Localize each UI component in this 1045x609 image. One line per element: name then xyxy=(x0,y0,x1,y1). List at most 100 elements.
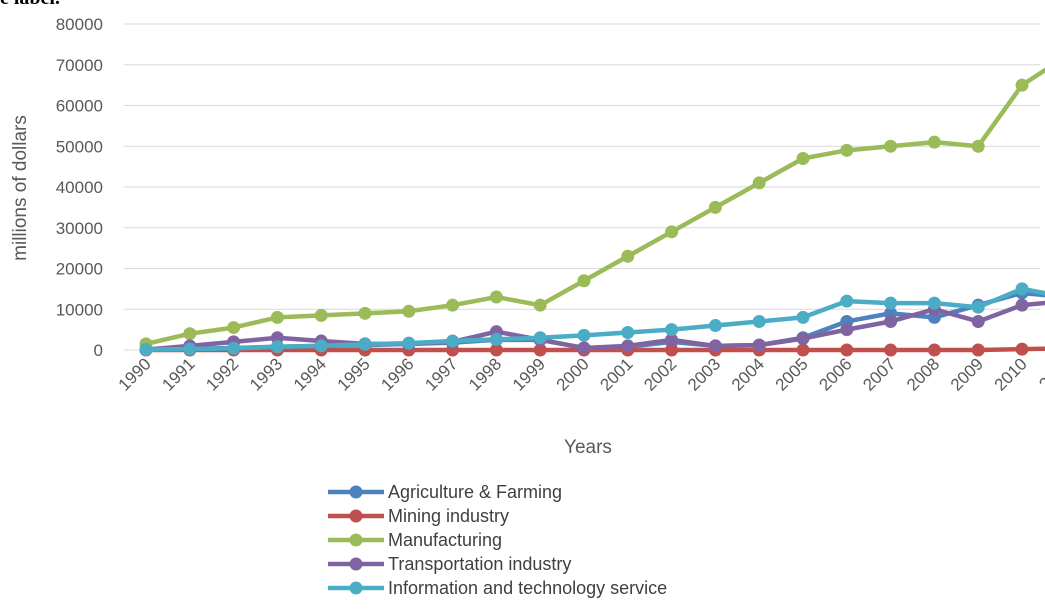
legend-label: Transportation industry xyxy=(388,554,571,574)
data-point xyxy=(1015,342,1029,356)
data-point xyxy=(971,300,985,314)
series-line xyxy=(145,67,1045,347)
y-tick-label: 70000 xyxy=(56,56,103,75)
legend-item: Information and technology service xyxy=(328,578,667,598)
x-axis-tick-labels: 1990 1991 1992 1993 1994 1995 1996 1997 1998 1999… xyxy=(115,354,1045,394)
y-axis-title: millions of dollars xyxy=(10,115,31,261)
data-point xyxy=(796,151,810,165)
data-point xyxy=(358,306,372,320)
x-tick-label: 1998 xyxy=(465,354,505,394)
x-tick-label: 1999 xyxy=(509,354,549,394)
data-point xyxy=(621,249,635,263)
legend-marker xyxy=(349,509,363,523)
data-point xyxy=(446,298,460,312)
data-point xyxy=(971,343,985,357)
data-point xyxy=(665,343,679,357)
data-point xyxy=(884,139,898,153)
data-point xyxy=(796,343,810,357)
x-tick-label: 2009 xyxy=(947,354,987,394)
x-tick-label: 1993 xyxy=(246,354,286,394)
legend-marker xyxy=(349,533,363,547)
data-point xyxy=(402,336,416,350)
data-point xyxy=(665,333,679,347)
data-point xyxy=(665,323,679,337)
data-point xyxy=(884,296,898,310)
series-lines xyxy=(139,67,1045,357)
data-point xyxy=(840,143,854,157)
data-point xyxy=(533,343,547,357)
data-point xyxy=(489,332,503,346)
data-point xyxy=(183,327,197,341)
y-tick-label: 50000 xyxy=(56,137,103,156)
data-point xyxy=(402,304,416,318)
data-point xyxy=(971,314,985,328)
y-tick-label: 30000 xyxy=(56,219,103,238)
legend-item: Transportation industry xyxy=(328,554,571,574)
x-tick-label: 2000 xyxy=(553,354,593,394)
data-point xyxy=(621,339,635,353)
y-tick-label: 80000 xyxy=(56,15,103,34)
data-point xyxy=(358,337,372,351)
data-point xyxy=(927,343,941,357)
x-tick-label: 1996 xyxy=(377,354,417,394)
data-point xyxy=(796,310,810,324)
x-tick-label: 2005 xyxy=(772,354,812,394)
x-tick-label: 2004 xyxy=(728,354,768,394)
data-point xyxy=(927,135,941,149)
x-tick-label: 2008 xyxy=(903,354,943,394)
data-point xyxy=(533,298,547,312)
data-point xyxy=(840,343,854,357)
data-point xyxy=(665,225,679,239)
x-tick-label: 2007 xyxy=(859,354,899,394)
data-point xyxy=(270,331,284,345)
legend: Agriculture & Farming Mining industry Manu… xyxy=(328,482,667,598)
data-point xyxy=(139,343,153,357)
legend-marker xyxy=(349,581,363,595)
x-tick-label: 2003 xyxy=(684,354,724,394)
data-point xyxy=(577,328,591,342)
x-tick-label: 2002 xyxy=(640,354,680,394)
data-point xyxy=(752,338,766,352)
series-4 xyxy=(139,282,1045,357)
data-point xyxy=(1015,78,1029,92)
data-point xyxy=(840,294,854,308)
data-point xyxy=(1015,282,1029,296)
data-point xyxy=(708,339,722,353)
data-point xyxy=(884,314,898,328)
y-tick-label: 10000 xyxy=(56,300,103,319)
legend-item: Mining industry xyxy=(328,506,509,526)
x-tick-label: 2011 xyxy=(1035,354,1045,393)
data-point xyxy=(577,341,591,355)
x-tick-label: 1994 xyxy=(290,354,330,394)
data-point xyxy=(270,340,284,354)
legend-label: Information and technology service xyxy=(388,578,667,598)
x-tick-label: 2010 xyxy=(991,354,1031,394)
legend-label: Manufacturing xyxy=(388,530,502,550)
legend-label: Agriculture & Farming xyxy=(388,482,562,502)
data-point xyxy=(489,290,503,304)
data-point xyxy=(446,334,460,348)
legend-marker xyxy=(349,557,363,571)
data-point xyxy=(227,321,241,335)
x-tick-label: 2006 xyxy=(815,354,855,394)
data-point xyxy=(708,200,722,214)
legend-marker xyxy=(349,485,363,499)
y-axis-tick-labels: 0 10000 20000 30000 40000 50000 60000 70000 8000… xyxy=(56,15,103,360)
x-tick-label: 1990 xyxy=(115,354,155,394)
data-point xyxy=(1015,298,1029,312)
legend-item: Agriculture & Farming xyxy=(328,482,562,502)
data-point xyxy=(270,310,284,324)
data-point xyxy=(752,314,766,328)
data-point xyxy=(840,323,854,337)
x-tick-label: 1991 xyxy=(158,354,198,394)
x-axis-title: Years xyxy=(564,437,612,458)
y-tick-label: 40000 xyxy=(56,178,103,197)
x-tick-label: 1995 xyxy=(334,354,374,394)
data-point xyxy=(884,343,898,357)
y-tick-label: 0 xyxy=(94,341,103,360)
top-text-fragment: e label. xyxy=(0,0,60,10)
x-tick-label: 1997 xyxy=(421,354,461,394)
y-tick-label: 60000 xyxy=(56,97,103,116)
data-point xyxy=(489,343,503,357)
